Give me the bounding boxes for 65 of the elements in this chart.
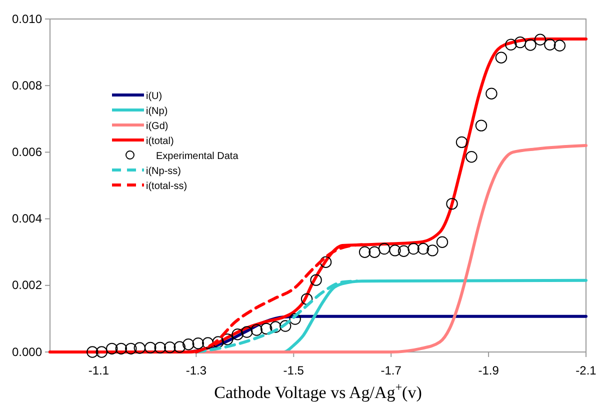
point [466,151,478,163]
x-tick-label: -1.9 [478,363,500,378]
point [544,38,556,50]
y-tick-label: 0.002 [12,278,42,292]
point [389,244,401,256]
point [456,136,468,148]
x-tick-label: -1.7 [380,363,402,378]
point [505,38,517,50]
point [368,246,380,258]
x-axis-title: Cathode Voltage vs Ag/Ag$^{+}$(v) [214,380,422,402]
y-tick-label: 0.010 [12,12,42,26]
point [260,322,272,335]
legend-label: i(Gd) [146,121,168,132]
point [86,346,98,358]
point [554,40,566,52]
point [446,198,458,210]
point [106,342,118,355]
point [192,338,204,350]
legend-label: i(U) [146,91,162,102]
point [241,326,253,338]
y-tick-label: 0.008 [12,78,42,92]
legend-label: i(total) [146,136,174,147]
x-tick-label: -1.3 [186,363,207,378]
point [182,338,194,350]
point [96,346,108,358]
x-tick-label: -1.1 [88,363,110,378]
y-tick-label: 0.006 [12,145,42,160]
point [426,244,438,256]
point [289,313,301,325]
point [486,88,498,100]
x-tick-label: -2.1 [576,363,597,378]
point [250,324,262,336]
point [115,342,127,355]
legend-label: i(Np-ss) [146,166,181,177]
point [125,342,137,355]
point [232,328,244,340]
point [154,342,166,354]
point [310,274,322,286]
point [398,245,410,257]
point [514,36,526,48]
point [524,39,536,51]
point [222,334,234,346]
point [320,256,332,268]
point [358,246,371,258]
point [164,341,176,354]
y-tick-label: 0.004 [12,212,42,226]
point [534,34,546,46]
point [378,242,390,255]
legend-label: i(Np) [146,106,168,117]
point [134,342,146,354]
point [408,242,420,255]
point [475,120,488,132]
y-tick-label: 0.000 [12,344,42,359]
point [270,321,282,333]
x-tick-label: -1.5 [283,363,304,378]
point [212,336,224,348]
point [202,337,214,349]
point [495,52,508,64]
point [436,236,448,248]
point [417,242,430,255]
legend-label: Experimental Data [156,151,239,162]
point [174,341,186,353]
point [144,342,156,354]
legend-label: i(total-ss) [146,181,188,192]
point [280,320,292,332]
